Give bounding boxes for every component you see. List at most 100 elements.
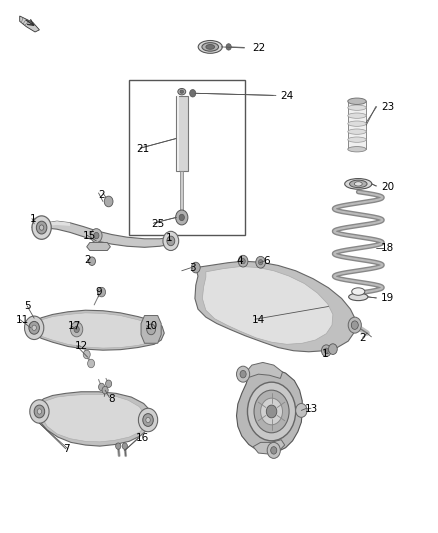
Circle shape [179,214,184,221]
Ellipse shape [348,129,366,134]
Circle shape [94,232,99,239]
Text: 1: 1 [166,233,172,243]
Circle shape [146,417,150,423]
Text: 16: 16 [136,433,149,443]
Circle shape [122,443,127,449]
Polygon shape [176,96,188,171]
Circle shape [267,442,280,458]
Text: 17: 17 [68,321,81,331]
Circle shape [167,236,175,246]
Text: 2: 2 [84,255,91,265]
Circle shape [241,259,245,264]
Text: 25: 25 [151,219,164,229]
Circle shape [34,405,45,418]
Ellipse shape [354,182,362,186]
Text: 21: 21 [136,144,149,154]
Text: 7: 7 [64,445,70,454]
Text: 19: 19 [381,294,394,303]
Circle shape [32,216,51,239]
Circle shape [237,366,250,382]
Circle shape [39,225,44,230]
Ellipse shape [350,180,367,188]
Text: 1: 1 [322,350,328,359]
Text: 6: 6 [263,256,269,266]
Ellipse shape [352,288,365,295]
Text: 24: 24 [280,91,293,101]
Polygon shape [180,171,183,213]
Text: 2: 2 [99,190,105,199]
Circle shape [163,231,179,251]
Circle shape [25,316,44,340]
Ellipse shape [345,179,372,189]
Circle shape [147,324,155,335]
Polygon shape [141,316,161,343]
Circle shape [138,408,158,432]
Circle shape [190,90,196,97]
Circle shape [321,345,331,357]
Text: 20: 20 [381,182,394,191]
Text: 2: 2 [359,334,366,343]
Ellipse shape [348,113,366,118]
Text: 23: 23 [381,102,394,111]
Text: 3: 3 [189,263,196,272]
Polygon shape [237,369,302,453]
Text: 18: 18 [381,243,394,253]
Circle shape [271,447,277,454]
Ellipse shape [202,43,219,51]
Circle shape [143,414,153,426]
Polygon shape [42,394,145,442]
Circle shape [238,255,248,267]
Polygon shape [87,243,110,251]
Text: 8: 8 [109,394,115,403]
Ellipse shape [178,88,186,95]
Circle shape [88,257,95,265]
Text: 4: 4 [237,256,243,266]
Circle shape [258,260,263,265]
Polygon shape [42,221,171,247]
Circle shape [328,344,337,354]
Circle shape [266,405,277,418]
Polygon shape [348,101,366,149]
Ellipse shape [348,105,366,110]
Circle shape [191,262,200,273]
Circle shape [261,398,283,425]
Polygon shape [177,96,179,171]
Circle shape [324,348,328,353]
Text: 14: 14 [252,315,265,325]
Text: 5: 5 [24,302,31,311]
Circle shape [104,196,113,207]
Circle shape [352,321,358,329]
Circle shape [29,321,39,334]
Circle shape [247,382,296,441]
Circle shape [36,221,47,234]
Ellipse shape [198,41,222,53]
Text: 15: 15 [83,231,96,240]
Circle shape [102,386,108,394]
Text: 22: 22 [252,43,265,53]
Text: 1: 1 [30,214,36,223]
Circle shape [91,229,102,243]
Circle shape [30,400,49,423]
Polygon shape [195,261,356,352]
Circle shape [98,287,106,297]
Circle shape [88,359,95,368]
Polygon shape [47,221,70,226]
Polygon shape [36,313,160,348]
Circle shape [106,380,112,387]
Circle shape [71,322,83,337]
Circle shape [83,350,90,359]
Bar [129,80,245,235]
Ellipse shape [348,137,366,142]
Polygon shape [253,440,285,454]
Ellipse shape [349,293,368,301]
Ellipse shape [348,147,366,152]
Circle shape [74,326,79,333]
Circle shape [99,383,105,391]
Polygon shape [31,310,164,350]
Text: 13: 13 [304,405,318,414]
Polygon shape [202,266,333,344]
Circle shape [240,370,246,378]
Polygon shape [36,392,152,446]
Circle shape [351,321,358,329]
Text: 10: 10 [145,321,158,331]
